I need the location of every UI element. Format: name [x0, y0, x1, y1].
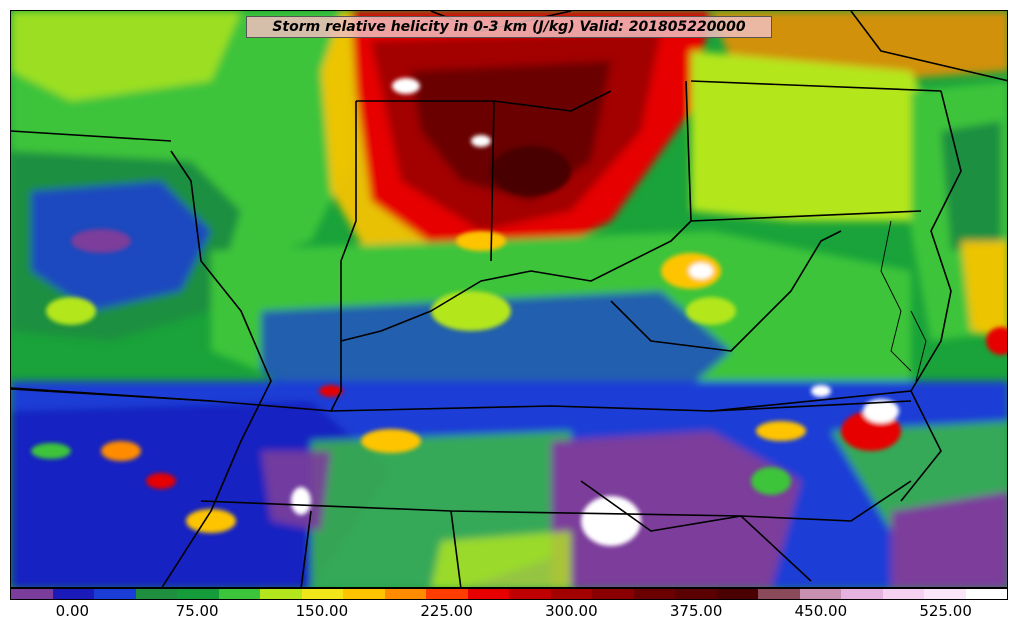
- colorbar-segment: [841, 589, 883, 599]
- colorbar-segment: [260, 589, 302, 599]
- map-title: Storm relative helicity in 0-3 km (J/kg)…: [272, 19, 746, 35]
- colorbar-labels: 0.00 75.00 150.00 225.00 300.00 375.00 450.00 5…: [10, 602, 1008, 624]
- colorbar-segment: [135, 589, 177, 599]
- colorbar-segment: [218, 589, 260, 599]
- colorbar-segment: [384, 589, 426, 599]
- colorbar-segment: [965, 589, 1007, 599]
- helicity-map: [11, 11, 1007, 587]
- colorbar-segment: [716, 589, 758, 599]
- colorbar-tick-label: 525.00: [919, 602, 972, 620]
- colorbar-segment: [882, 589, 924, 599]
- map-title-box: Storm relative helicity in 0-3 km (J/kg)…: [246, 16, 772, 38]
- colorbar-segment: [301, 589, 343, 599]
- colorbar-tick-label: 150.00: [295, 602, 349, 620]
- colorbar-tick-label: 450.00: [794, 602, 848, 620]
- colorbar-segment: [799, 589, 841, 599]
- colorbar-segment: [924, 589, 966, 599]
- field-detail: [31, 78, 1007, 546]
- state-boundaries: [11, 11, 1007, 587]
- colorbar-tick-label: 225.00: [420, 602, 473, 620]
- field-broad: [11, 11, 1007, 587]
- colorbar-segment: [94, 589, 136, 599]
- colorbar-segment: [177, 589, 219, 599]
- colorbar-segment: [343, 589, 385, 599]
- colorbar-segment: [758, 589, 800, 599]
- colorbar-segment: [467, 589, 509, 599]
- coastline: [880, 220, 927, 382]
- colorbar-segment: [509, 589, 551, 599]
- colorbar-segment: [11, 589, 53, 599]
- colorbar-segment: [633, 589, 675, 599]
- map-frame: [10, 10, 1008, 588]
- colorbar-segment: [52, 589, 94, 599]
- colorbar-tick-label: 375.00: [669, 602, 723, 620]
- colorbar-segment: [550, 589, 592, 599]
- colorbar-tick-label: 300.00: [545, 602, 598, 620]
- colorbar-tick-label: 75.00: [175, 602, 219, 620]
- colorbar-segment: [426, 589, 468, 599]
- colorbar-segment: [592, 589, 634, 599]
- colorbar-segment: [675, 589, 717, 599]
- colorbar: [10, 588, 1008, 600]
- colorbar-tick-label: 0.00: [55, 602, 90, 620]
